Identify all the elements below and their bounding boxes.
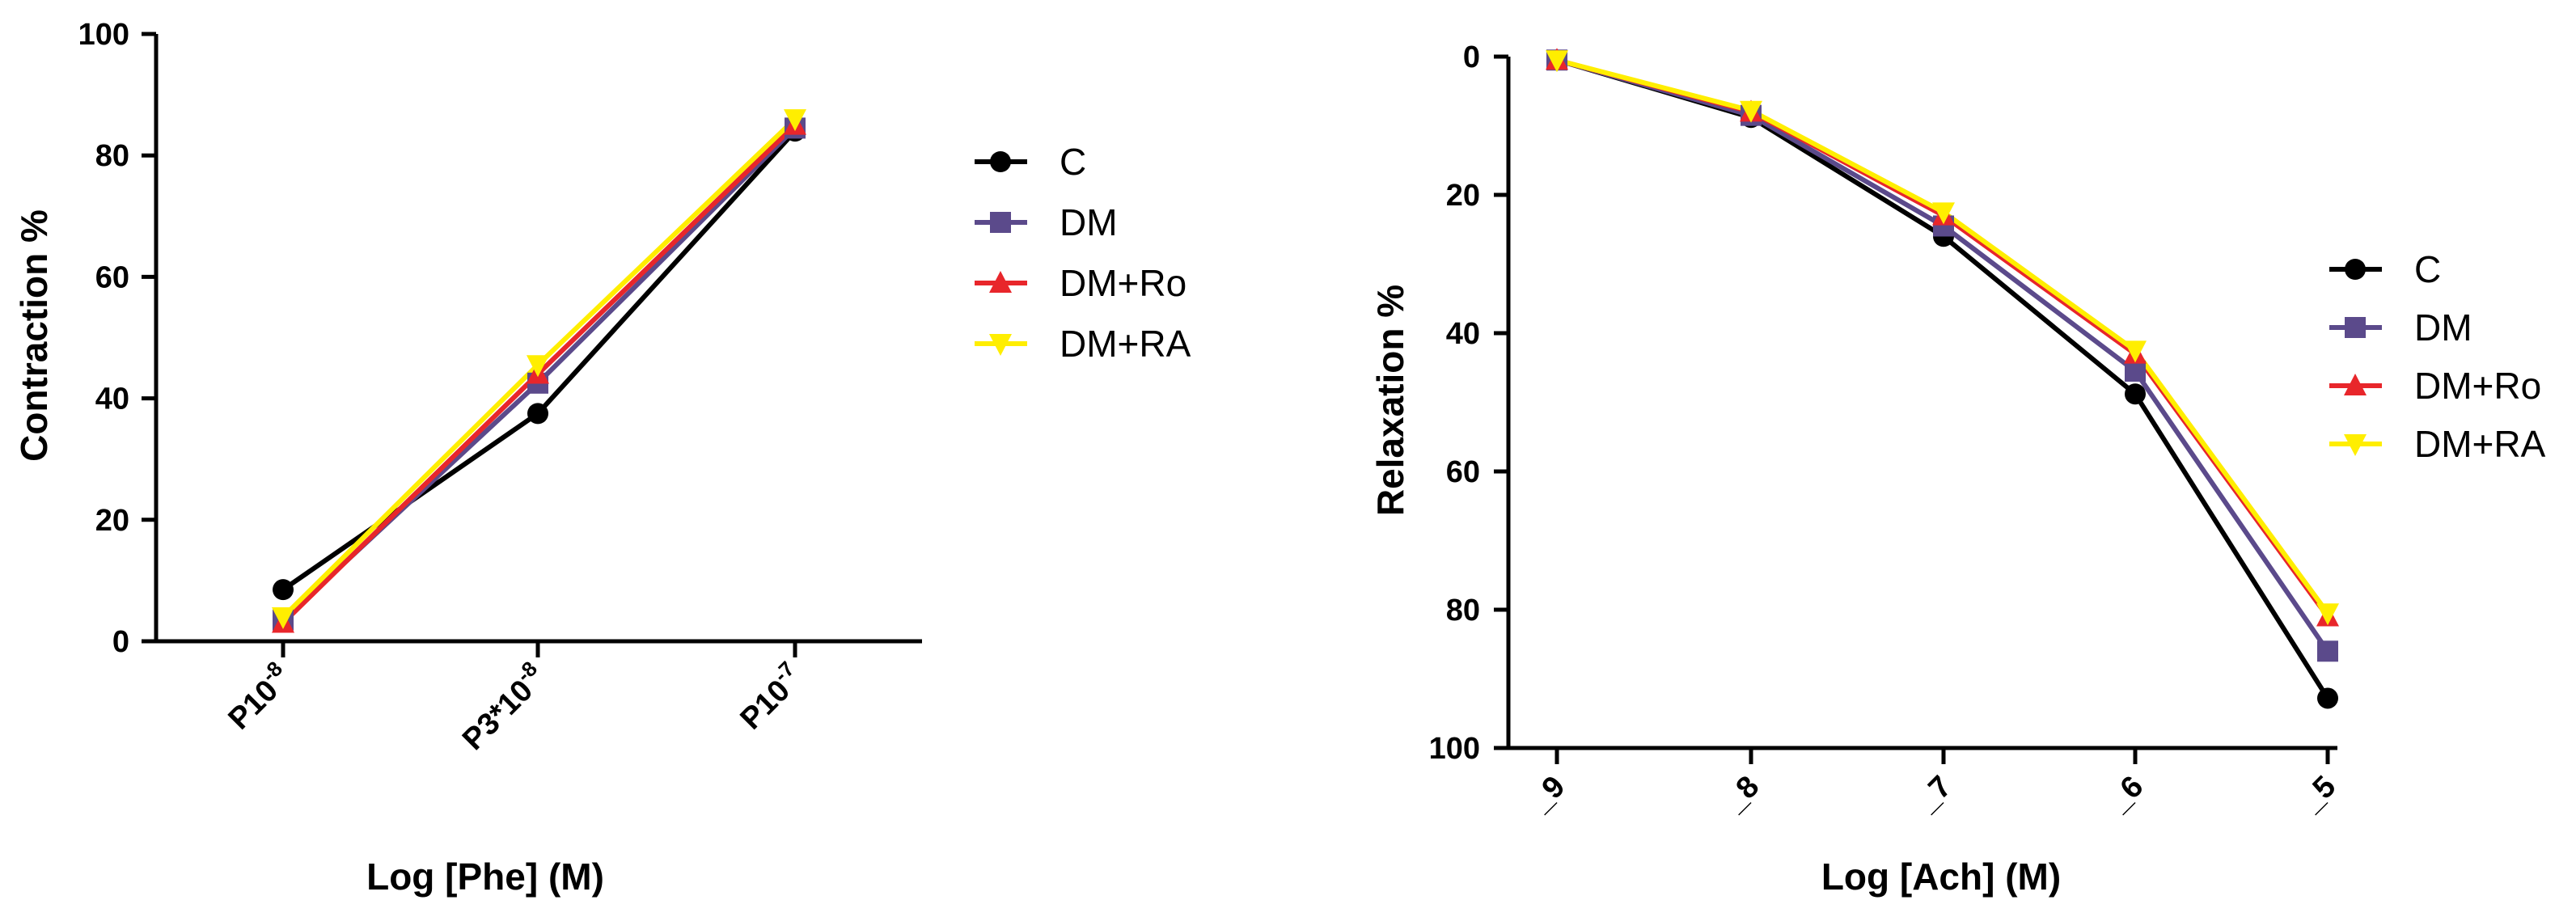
legend-marker	[2345, 259, 2366, 280]
legend-label: C	[2414, 248, 2441, 290]
data-point	[2317, 687, 2338, 709]
x-axis-label: Log [Ach] (M)	[1821, 856, 2061, 898]
y-tick-label: 20	[1446, 179, 1480, 213]
x-tick-label: P3*10-8	[452, 657, 552, 757]
data-point	[527, 403, 548, 425]
series-group	[1546, 48, 2339, 709]
x-axis-label: Log [Phe] (M)	[366, 856, 604, 898]
legend-marker	[990, 212, 1011, 233]
y-tick-label: 20	[95, 504, 129, 538]
x-tick-label: _7	[1910, 770, 1958, 818]
y-ticks: 0 20 40 60 80 100	[78, 18, 156, 659]
series-line	[1556, 57, 2330, 619]
y-axis-label: Relaxation %	[1369, 285, 1411, 516]
legend-label: DM+RA	[2414, 423, 2546, 465]
legend-marker	[990, 151, 1011, 172]
legend-marker	[2345, 317, 2366, 338]
series-line	[1556, 57, 2330, 653]
data-point	[2125, 383, 2146, 405]
data-point	[784, 109, 806, 132]
data-point	[527, 355, 549, 378]
data-point	[1932, 202, 1955, 225]
x-ticks: _9 _8 _7 _6 _5	[1523, 748, 2342, 818]
legend-label: DM+RA	[1060, 323, 1191, 365]
legend-label: DM	[1060, 201, 1118, 243]
x-tick-label: _9	[1523, 770, 1571, 818]
x-tick-label: P10-7	[730, 657, 810, 737]
y-tick-label: 40	[1446, 317, 1480, 351]
x-ticks: P10-8 P3*10-8 P10-7	[218, 641, 810, 757]
x-tick-label: P10-8	[218, 657, 298, 737]
series-line	[1556, 57, 2330, 615]
data-point	[1546, 50, 1568, 73]
y-tick-label: 100	[1429, 732, 1480, 766]
data-point	[272, 606, 294, 629]
data-point	[2125, 361, 2146, 382]
data-point	[2124, 340, 2147, 363]
y-tick-label: 0	[112, 625, 129, 659]
y-tick-label: 100	[78, 18, 129, 52]
data-point	[273, 579, 294, 601]
contraction-chart: 0 20 40 60 80 100 P10-8 P3*10-8 P10-7 Log [Phe]…	[13, 18, 1191, 898]
y-tick-label: 0	[1463, 40, 1480, 74]
legend-marker	[989, 271, 1012, 293]
y-ticks: 0 20 40 60 80 100	[1429, 40, 1508, 766]
y-tick-label: 60	[1446, 455, 1480, 489]
data-point	[1740, 100, 1762, 123]
series-line	[1556, 57, 2330, 700]
legend-marker	[2344, 374, 2367, 395]
legend-label: C	[1060, 141, 1086, 183]
legend-label: DM+Ro	[2414, 365, 2541, 407]
y-tick-label: 80	[95, 139, 129, 173]
legend-label: DM	[2414, 306, 2472, 349]
legend: C DM DM+Ro DM+RA	[975, 141, 1191, 365]
legend: C DM DM+Ro DM+RA	[2329, 248, 2546, 465]
y-axis-label: Contraction %	[13, 209, 55, 462]
data-point	[2317, 640, 2338, 662]
x-tick-label: _6	[2101, 770, 2150, 818]
legend-marker	[2344, 434, 2367, 456]
series-group	[272, 109, 806, 633]
y-tick-label: 60	[95, 260, 129, 294]
y-tick-label: 80	[1446, 594, 1480, 628]
x-tick-label: _8	[1717, 770, 1766, 818]
legend-label: DM+Ro	[1060, 262, 1186, 304]
y-tick-label: 40	[95, 382, 129, 416]
relaxation-chart: 0 20 40 60 80 100 _9 _8 _7 _6 _5 Log [Ach] (M) Re…	[1369, 40, 2546, 898]
data-point	[2316, 603, 2339, 626]
legend-marker	[989, 334, 1012, 356]
x-tick-label: _5	[2294, 770, 2342, 818]
